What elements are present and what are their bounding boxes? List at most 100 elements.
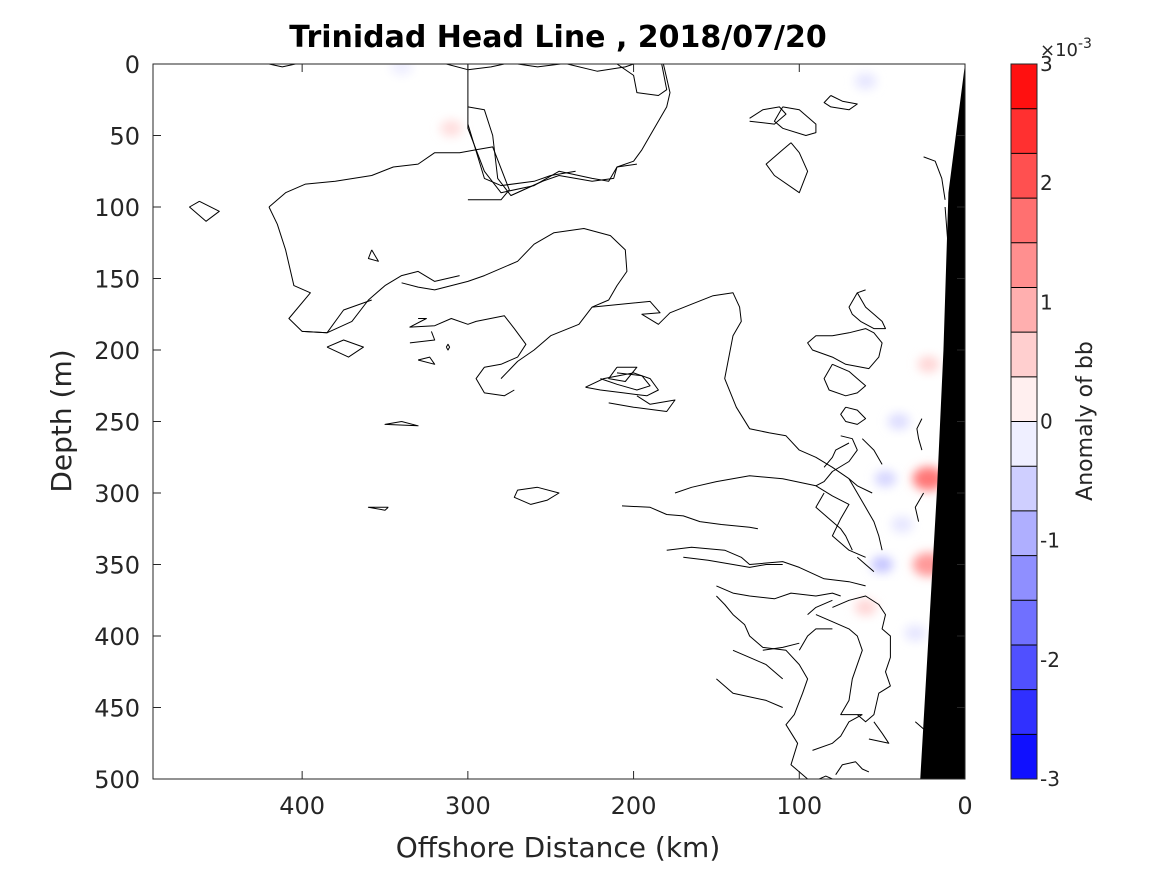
colorbar-tick-label: 1 xyxy=(1040,290,1053,314)
contour-line xyxy=(840,406,867,425)
contour-line xyxy=(716,595,809,779)
contour-line xyxy=(592,292,873,494)
colorbar-tick-label: 0 xyxy=(1040,410,1053,434)
contour-line xyxy=(409,315,527,397)
x-tick-label: 400 xyxy=(279,792,325,820)
colorbar-band xyxy=(1011,198,1037,244)
colorbar-tick-label: 3 xyxy=(1040,52,1053,76)
anomaly-patch xyxy=(440,120,463,137)
colorbar-band xyxy=(1011,510,1037,557)
colorbar-tick-label: -3 xyxy=(1040,767,1060,791)
contour-line xyxy=(815,435,858,487)
x-axis-title: Offshore Distance (km) xyxy=(396,831,721,864)
contour-line xyxy=(823,95,858,111)
anomaly-patch xyxy=(904,624,927,642)
colorbar-band xyxy=(1011,332,1037,378)
anomaly-patch xyxy=(854,599,877,616)
colorbar-band xyxy=(1011,421,1037,467)
colorbar-frame xyxy=(1010,63,1038,780)
zero-contours xyxy=(153,64,949,779)
contour-line xyxy=(384,421,419,427)
contour-line xyxy=(807,328,883,370)
x-tick-label: 100 xyxy=(776,792,822,820)
colorbar-exponent: ×10-3 xyxy=(1040,36,1092,61)
anomaly-patch xyxy=(891,516,914,533)
contour-line xyxy=(914,492,925,522)
y-tick-label: 350 xyxy=(94,552,140,580)
contour-line xyxy=(823,442,850,468)
colorbar-band xyxy=(1011,555,1037,601)
contour-line xyxy=(923,156,946,200)
y-tick-label: 0 xyxy=(125,51,140,79)
y-tick-label: 150 xyxy=(94,266,140,294)
y-tick-label: 250 xyxy=(94,409,140,437)
seafloor xyxy=(920,64,965,779)
contour-line xyxy=(798,628,833,651)
contour-line xyxy=(861,438,883,465)
contour-line xyxy=(367,249,379,262)
colorbar-band xyxy=(1011,689,1037,735)
contour-line xyxy=(268,146,510,208)
colorbar-band xyxy=(1011,376,1037,422)
y-tick-label: 500 xyxy=(94,766,140,794)
colorbar-tick-label: 2 xyxy=(1040,171,1053,195)
anomaly-patch xyxy=(390,64,413,76)
contour-line xyxy=(835,761,870,775)
x-tick-label: 200 xyxy=(611,792,657,820)
contour-line xyxy=(848,289,886,330)
anomaly-patch xyxy=(854,72,877,90)
contour-line xyxy=(674,475,866,558)
contour-line xyxy=(832,595,891,723)
contour-line xyxy=(815,614,863,716)
contour-line xyxy=(732,649,784,680)
contour-line xyxy=(517,64,561,68)
seafloor-shape xyxy=(920,64,965,779)
colorbar-band xyxy=(1011,64,1037,110)
x-axis: 400 300 200 100 0 xyxy=(279,64,973,820)
colorbar-tick-label: -1 xyxy=(1040,529,1060,553)
x-tick-label: 0 xyxy=(957,792,972,820)
contour-line xyxy=(716,585,841,600)
anomaly-patch xyxy=(912,466,945,491)
colorbar-band xyxy=(1011,242,1037,288)
plot-area xyxy=(153,64,965,779)
colorbar-title: Anomaly of bb xyxy=(1073,341,1098,501)
y-tick-label: 400 xyxy=(94,623,140,651)
contour-line xyxy=(608,366,638,382)
contour-line xyxy=(467,123,576,187)
y-tick-label: 450 xyxy=(94,695,140,723)
colorbar-band xyxy=(1011,734,1037,780)
anomaly-patch xyxy=(871,556,894,573)
contour-line xyxy=(326,339,364,358)
contour-line xyxy=(749,106,787,125)
contour-line xyxy=(367,506,389,511)
contour-line xyxy=(513,486,560,505)
contour-line xyxy=(815,492,853,551)
contour-line xyxy=(818,775,833,779)
contour-line xyxy=(600,372,651,391)
contour-line xyxy=(189,200,220,222)
contour-line xyxy=(666,546,866,587)
colorbar: 3 2 1 0 -1 -2 -3 xyxy=(1010,52,1060,791)
contour-line xyxy=(807,599,833,615)
y-axis: 0 50 100 150 200 250 300 350 400 450 500 xyxy=(94,51,965,794)
contour-line xyxy=(716,678,783,708)
y-tick-label: 100 xyxy=(94,194,140,222)
contour-line xyxy=(445,343,451,351)
colorbar-tick-label: -2 xyxy=(1040,648,1060,672)
contour-line xyxy=(585,372,659,397)
contour-line xyxy=(409,331,436,344)
anomaly-patch xyxy=(917,356,940,373)
contour-line xyxy=(417,356,436,365)
y-axis-title: Depth (m) xyxy=(45,349,78,492)
contour-line xyxy=(762,642,800,651)
y-tick-label: 200 xyxy=(94,337,140,365)
contour-line xyxy=(848,478,883,551)
contour-line xyxy=(765,142,809,194)
colorbar-band xyxy=(1011,108,1037,154)
contour-line xyxy=(812,714,863,751)
contour-line xyxy=(683,556,783,568)
anomaly-patch xyxy=(887,413,910,430)
colorbar-band xyxy=(1011,600,1037,646)
y-tick-label: 50 xyxy=(109,123,140,151)
